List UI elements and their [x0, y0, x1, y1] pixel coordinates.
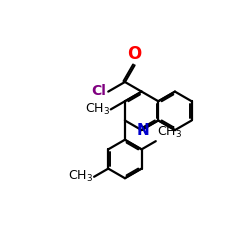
Text: Cl: Cl: [91, 84, 106, 98]
Text: CH$_3$: CH$_3$: [157, 125, 182, 140]
Text: O: O: [128, 45, 142, 63]
Text: N: N: [136, 122, 149, 138]
Text: CH$_3$: CH$_3$: [85, 102, 110, 117]
Text: CH$_3$: CH$_3$: [68, 169, 93, 184]
